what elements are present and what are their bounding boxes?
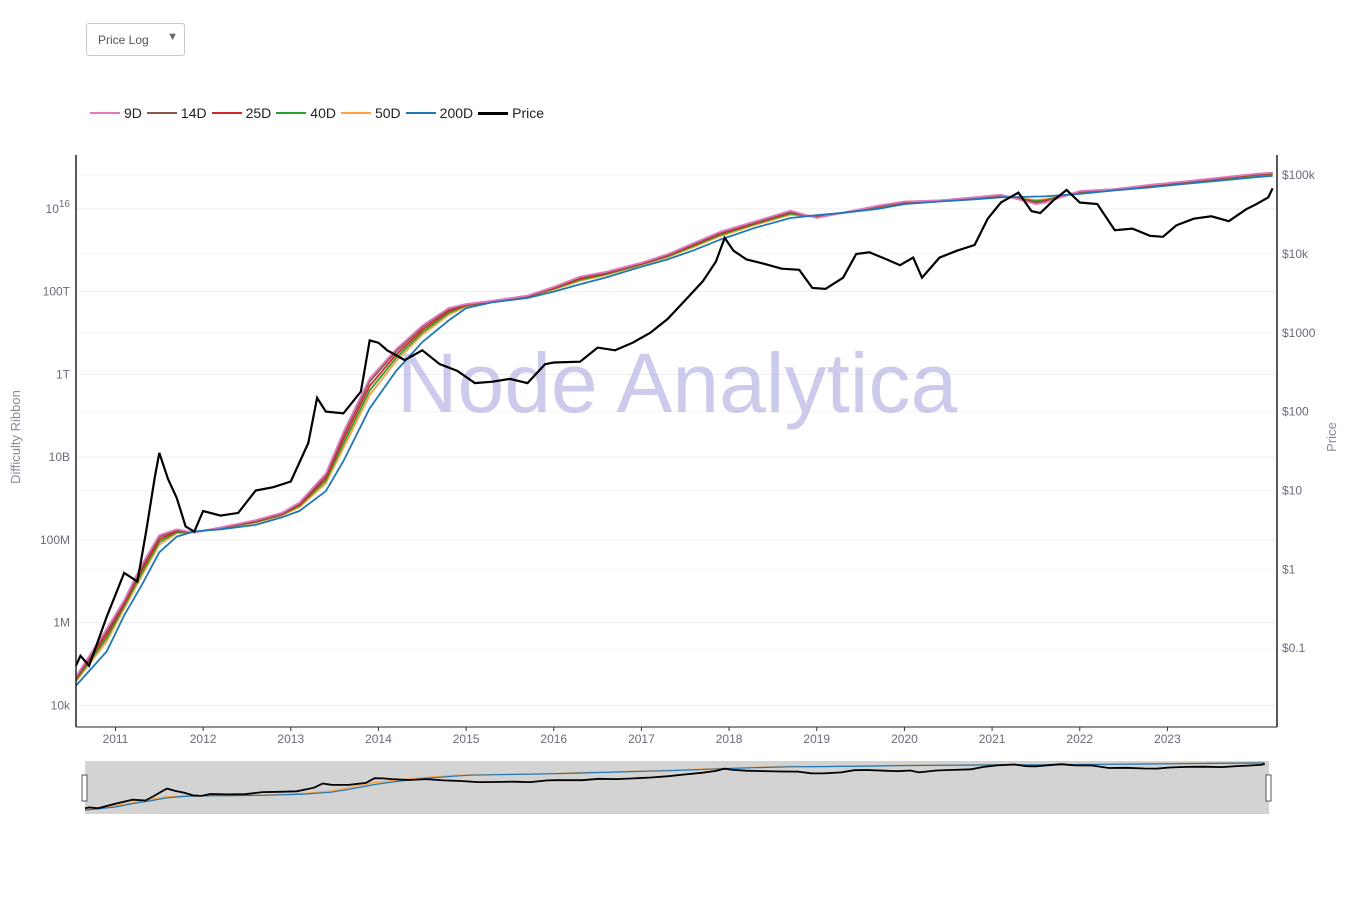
right-tick-label: $10	[1282, 483, 1302, 497]
legend-swatch-d14	[146, 112, 177, 114]
legend-label-d50: 50D	[374, 105, 401, 121]
legend-item-price[interactable]: Price	[478, 105, 544, 121]
right-tick-label: $0.1	[1282, 641, 1306, 655]
legend-label-price: Price	[512, 105, 545, 121]
range-slider-left-handle[interactable]	[81, 774, 88, 802]
left-tick-label: 10k	[51, 698, 71, 712]
right-axis-ticks: $0.1 $1 $10 $100 $1000 $10k $100k	[1282, 168, 1316, 655]
x-tick-label: 2019	[803, 732, 830, 746]
legend-label-d200: 200D	[439, 105, 474, 121]
legend-label-d9: 9D	[124, 105, 142, 121]
range-slider-right-handle[interactable]	[1265, 774, 1272, 802]
legend-item-d9[interactable]: 9D	[90, 105, 142, 121]
x-tick-label: 2020	[891, 732, 918, 746]
legend-label-d14: 14D	[180, 105, 207, 121]
right-axis-title: Price	[1324, 422, 1339, 452]
legend-swatch-price	[478, 111, 509, 115]
x-tick-label: 2011	[103, 732, 129, 746]
grid-lines	[76, 174, 1277, 706]
x-tick-label: 2015	[453, 732, 480, 746]
legend-swatch-d40	[276, 112, 307, 114]
legend-item-d25[interactable]: 25D	[211, 105, 272, 121]
legend-swatch-d50	[340, 112, 371, 114]
right-tick-label: $100k	[1282, 168, 1316, 182]
right-tick-label: $1000	[1282, 326, 1316, 340]
mini-line-price	[84, 763, 1265, 810]
x-tick-label: 2013	[277, 732, 304, 746]
x-tick-label: 2014	[365, 732, 392, 746]
x-tick-label: 2022	[1066, 732, 1093, 746]
x-tick-label: 2017	[628, 732, 655, 746]
left-tick-label: 1M	[53, 616, 70, 630]
series-layer	[74, 171, 1274, 687]
chevron-down-icon: ▼	[167, 31, 178, 43]
scale-select[interactable]: Price Log ▼	[86, 23, 185, 56]
range-slider[interactable]	[81, 761, 1272, 814]
series-line-price	[74, 187, 1274, 668]
right-tick-label: $1	[1282, 562, 1296, 576]
left-tick-label: 1T	[56, 367, 71, 381]
left-tick-label: 10B	[49, 450, 70, 464]
x-axis-ticks: 2011 2012 2013 2014 2015 2016 2017 2018 2019 2020…	[103, 727, 1181, 746]
legend-label-d25: 25D	[245, 105, 272, 121]
x-tick-label: 2016	[540, 732, 567, 746]
scale-select-value: Price Log	[98, 33, 149, 47]
series-line-d200	[75, 174, 1273, 687]
legend-swatch-d200	[405, 112, 436, 114]
left-axis-ticks: 10k 1M 100M 10B 1T 100T 1016	[40, 199, 71, 713]
x-tick-label: 2023	[1154, 732, 1181, 746]
legend-swatch-d9	[90, 112, 120, 114]
right-tick-label: $10k	[1282, 247, 1309, 261]
left-tick-label: 100M	[40, 533, 70, 547]
left-tick-label: 1016	[46, 199, 71, 216]
legend-swatch-d25	[211, 112, 242, 114]
legend-item-d14[interactable]: 14D	[146, 105, 207, 121]
range-slider-track	[85, 761, 1269, 814]
range-slider-preview	[84, 762, 1265, 811]
mini-line-d200	[84, 762, 1265, 811]
left-tick-label: 100T	[43, 285, 71, 299]
x-tick-label: 2021	[979, 732, 1006, 746]
chart-legend: 9D 14D 25D 40D 50D 200D Price	[90, 103, 549, 123]
watermark: Node Analytica	[397, 336, 958, 430]
legend-label-d40: 40D	[310, 105, 336, 121]
legend-item-d40[interactable]: 40D	[276, 105, 336, 121]
x-tick-label: 2012	[190, 732, 217, 746]
right-tick-label: $100	[1282, 405, 1309, 419]
left-axis-title: Difficulty Ribbon	[8, 390, 23, 484]
x-tick-label: 2018	[716, 732, 743, 746]
legend-item-d50[interactable]: 50D	[340, 105, 401, 121]
legend-item-d200[interactable]: 200D	[405, 105, 474, 121]
series-line-d9	[75, 171, 1273, 677]
